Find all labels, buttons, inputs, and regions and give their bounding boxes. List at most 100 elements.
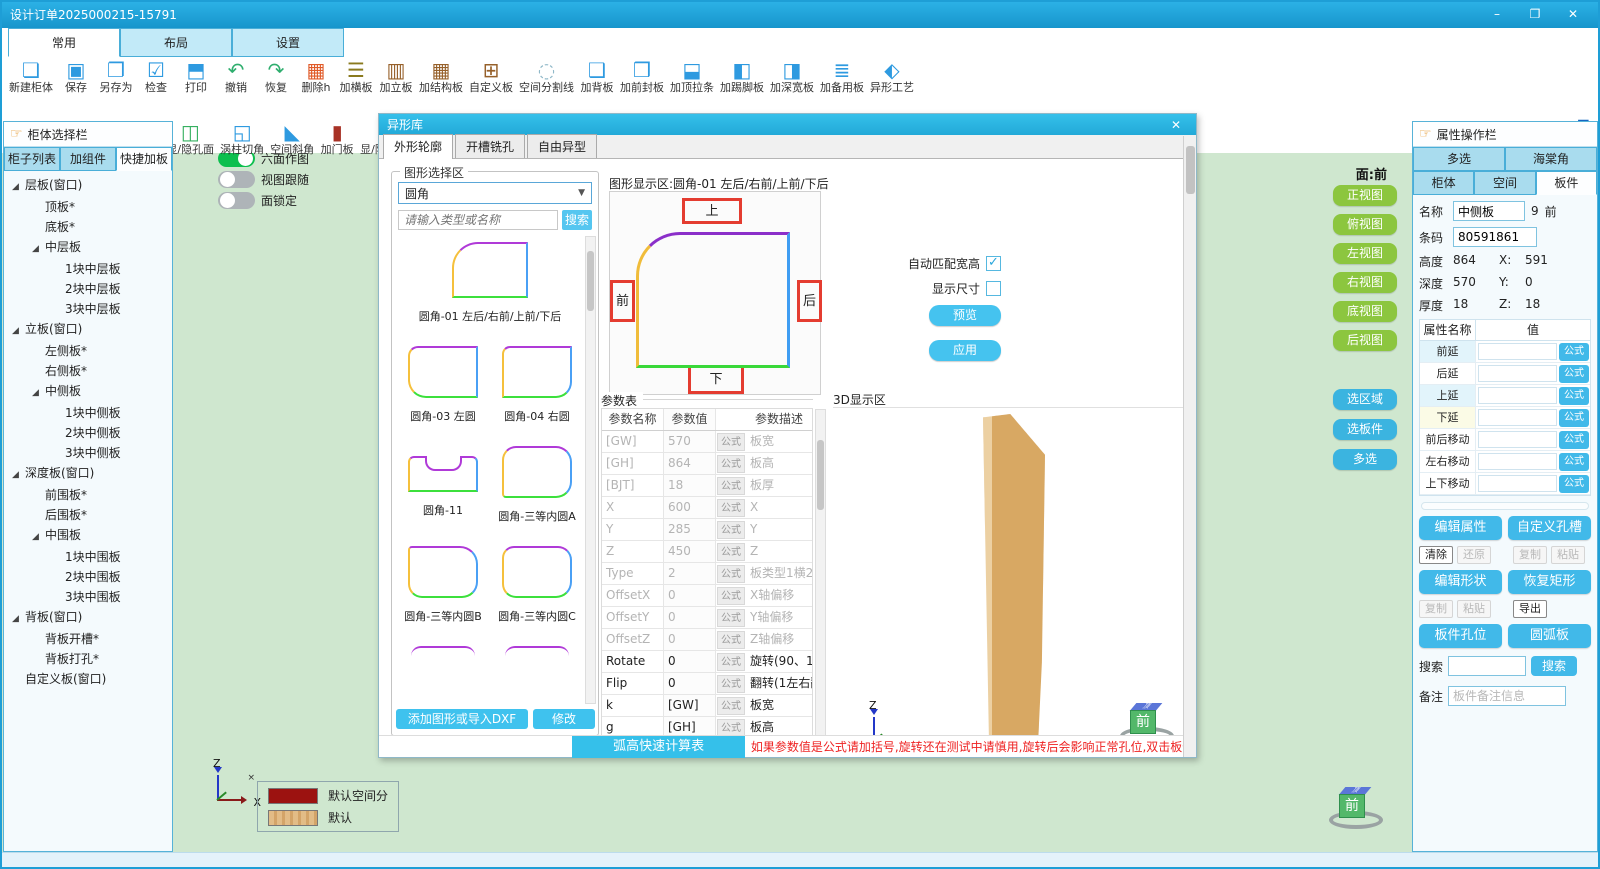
- dialog-close-icon[interactable]: ✕: [1170, 117, 1182, 132]
- property-tab[interactable]: 柜体: [1413, 171, 1475, 195]
- minimize-button[interactable]: –: [1494, 7, 1500, 21]
- param-vscrollbar[interactable]: [815, 409, 826, 739]
- shape-list-item[interactable]: 圆角-01 左后/右前/上前/下后: [396, 242, 584, 324]
- ribbon-tab[interactable]: 设置: [232, 28, 344, 57]
- tree-expander-icon[interactable]: ◢: [32, 532, 39, 542]
- select-mode-button[interactable]: 多选: [1333, 449, 1397, 470]
- toolbar-button[interactable]: ❒ 加前封板: [617, 59, 667, 94]
- tree-expander-icon[interactable]: ◢: [12, 326, 19, 336]
- param-formula-button[interactable]: 公式: [717, 520, 745, 539]
- param-value[interactable]: 0: [664, 651, 716, 672]
- tree-item[interactable]: 背板开槽*: [4, 629, 172, 649]
- param-formula-button[interactable]: 公式: [717, 608, 745, 627]
- tree-item[interactable]: ◢ 中侧板: [4, 381, 172, 403]
- toggle-switch[interactable]: [218, 171, 255, 188]
- tree-expander-icon[interactable]: ◢: [12, 470, 19, 480]
- toolbar-button[interactable]: ⬒ 打印: [176, 59, 216, 94]
- sidebar-tab[interactable]: 加组件: [60, 147, 116, 171]
- close-button[interactable]: ✕: [1567, 7, 1579, 21]
- tree-item[interactable]: 背板打孔*: [4, 649, 172, 669]
- panel-hole-button[interactable]: 板件孔位: [1419, 624, 1502, 648]
- param-formula-button[interactable]: 公式: [717, 432, 745, 451]
- arc-calc-button[interactable]: 弧高快速计算表: [572, 735, 745, 758]
- attribute-input[interactable]: [1478, 453, 1557, 470]
- toolbar-button[interactable]: ◨ 加深宽板: [767, 59, 817, 94]
- property-tab[interactable]: 板件: [1535, 171, 1597, 195]
- panel-search-input[interactable]: [1448, 656, 1527, 676]
- tree-item[interactable]: 自定义板(窗口): [4, 669, 172, 689]
- toolbar-button[interactable]: ▦ 删除h: [296, 59, 336, 94]
- tree-item[interactable]: ◢ 背板(窗口): [4, 607, 172, 629]
- param-value[interactable]: 285: [664, 519, 716, 540]
- toolbar-button[interactable]: ◣ 空间斜角: [267, 121, 317, 156]
- param-value[interactable]: 0: [664, 629, 716, 650]
- sidebar-tab[interactable]: 柜子列表: [4, 147, 60, 171]
- formula-button[interactable]: 公式: [1559, 386, 1589, 405]
- shape-list-item[interactable]: 圆角-三等内圆B: [400, 546, 486, 624]
- dialog-tab[interactable]: 开槽铣孔: [455, 134, 526, 158]
- tree-item[interactable]: 2块中围板: [4, 567, 172, 587]
- toolbar-button[interactable]: ❐ 另存为: [96, 59, 136, 94]
- name-input[interactable]: [1453, 201, 1525, 221]
- auto-match-checkbox[interactable]: [986, 255, 1001, 271]
- copy-shape-button[interactable]: 复制: [1419, 600, 1453, 618]
- show-size-checkbox[interactable]: [986, 281, 1001, 296]
- dialog-tab[interactable]: 外形轮廓: [383, 134, 454, 159]
- dialog-scrollbar[interactable]: [1183, 136, 1196, 757]
- tree-item[interactable]: 右侧板*: [4, 361, 172, 381]
- export-button[interactable]: 导出: [1513, 600, 1547, 618]
- attribute-input[interactable]: [1478, 365, 1557, 382]
- note-input[interactable]: [1448, 686, 1567, 706]
- dialog-titlebar[interactable]: 异形库 ✕: [379, 114, 1196, 135]
- panel-scrollbar[interactable]: [1421, 502, 1589, 510]
- custom-hole-button[interactable]: 自定义孔槽: [1508, 516, 1591, 540]
- formula-button[interactable]: 公式: [1559, 452, 1589, 471]
- shape-search-button[interactable]: 搜索: [562, 210, 592, 230]
- modify-button[interactable]: 修改: [533, 709, 595, 729]
- sidebar-tab[interactable]: 快捷加板: [116, 147, 172, 171]
- view-button[interactable]: 正视图: [1333, 185, 1397, 206]
- panel-search-button[interactable]: 搜索: [1531, 656, 1578, 676]
- arc-panel-button[interactable]: 圆弧板: [1508, 624, 1591, 648]
- shape-list-item[interactable]: 圆角-三等内圆A: [494, 446, 580, 524]
- edit-shape-button[interactable]: 编辑形状: [1419, 570, 1502, 594]
- param-value[interactable]: 450: [664, 541, 716, 562]
- toolbar-button[interactable]: ☑ 检查: [136, 59, 176, 94]
- param-value[interactable]: 0: [664, 607, 716, 628]
- tree-item[interactable]: 3块中层板: [4, 299, 172, 319]
- clear-button[interactable]: 清除: [1419, 546, 1453, 564]
- tree-expander-icon[interactable]: ◢: [32, 244, 39, 254]
- toolbar-button[interactable]: ▮ 加门板: [317, 121, 357, 156]
- tree-item[interactable]: 3块中围板: [4, 587, 172, 607]
- formula-button[interactable]: 公式: [1559, 474, 1589, 493]
- restore-rect-button[interactable]: 恢复矩形: [1508, 570, 1591, 594]
- restore-button[interactable]: 还原: [1457, 546, 1491, 564]
- tree-item[interactable]: 左侧板*: [4, 341, 172, 361]
- toolbar-button[interactable]: ▥ 加立板: [376, 59, 416, 94]
- toolbar-button[interactable]: ↶ 撤销: [216, 59, 256, 94]
- edit-attr-button[interactable]: 编辑属性: [1419, 516, 1502, 540]
- toolbar-button[interactable]: ☰ 加横板: [336, 59, 376, 94]
- toolbar-button[interactable]: ◱ 涡柱切角: [217, 121, 267, 156]
- shape-search-input[interactable]: [398, 210, 558, 230]
- orientation-cube[interactable]: 顶 前: [1329, 787, 1383, 829]
- tree-expander-icon[interactable]: ◢: [12, 614, 19, 624]
- toggle-switch[interactable]: [218, 192, 255, 209]
- shape-list-item[interactable]: [400, 646, 486, 670]
- param-value[interactable]: 0: [664, 673, 716, 694]
- param-formula-button[interactable]: 公式: [717, 630, 745, 649]
- view-button[interactable]: 右视图: [1333, 272, 1397, 293]
- tree-expander-icon[interactable]: ◢: [12, 182, 19, 192]
- property-tab[interactable]: 海棠角: [1505, 147, 1597, 171]
- toolbar-button[interactable]: ◧ 加踢脚板: [717, 59, 767, 94]
- tree-item[interactable]: ◢ 中围板: [4, 525, 172, 547]
- param-formula-button[interactable]: 公式: [717, 498, 745, 517]
- toolbar-button[interactable]: ⬓ 加顶拉条: [667, 59, 717, 94]
- param-value[interactable]: 864: [664, 453, 716, 474]
- toolbar-button[interactable]: ▦ 加结构板: [416, 59, 466, 94]
- tree-item[interactable]: 后围板*: [4, 505, 172, 525]
- view-button[interactable]: 底视图: [1333, 301, 1397, 322]
- param-formula-button[interactable]: 公式: [717, 454, 745, 473]
- shape-list-item[interactable]: 圆角-03 左圆: [400, 346, 486, 424]
- tree-item[interactable]: 1块中层板: [4, 259, 172, 279]
